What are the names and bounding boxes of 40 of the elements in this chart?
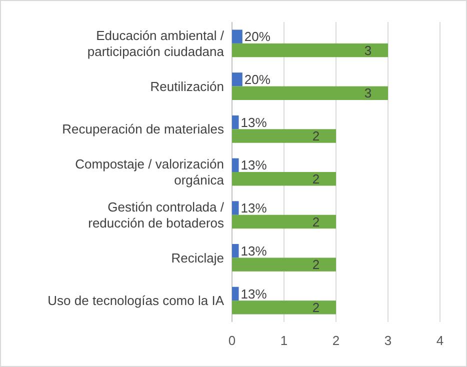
bar [232, 286, 239, 301]
bar [232, 201, 239, 215]
data-label: 2 [312, 128, 320, 144]
y-tick-label: Compostaje / valorización orgánica [75, 156, 225, 188]
data-label: 13% [240, 114, 268, 130]
bar [232, 86, 388, 100]
data-label: 2 [312, 300, 320, 315]
data-label: 3 [364, 42, 372, 58]
data-label: 13% [240, 286, 268, 302]
bar [232, 172, 336, 186]
x-tick-label: 2 [332, 333, 340, 348]
data-label: 20% [244, 29, 271, 44]
bar [232, 30, 242, 44]
y-tick-label: Reciclaje [171, 250, 224, 266]
data-label: 2 [312, 257, 320, 272]
bar [232, 258, 336, 272]
x-tick-label: 1 [280, 333, 288, 348]
y-tick-label: Reutilización [150, 78, 224, 94]
y-tick-label: Uso de tecnologías como la IA [48, 293, 224, 308]
y-tick-label: Educación ambiental / participación ciudadana [87, 28, 225, 59]
x-tick-label: 0 [228, 333, 236, 348]
data-label: 2 [312, 171, 320, 186]
data-label: 13% [240, 243, 268, 258]
y-tick-label: Gestión controlada / reducción de botaderos [88, 199, 224, 230]
data-label: 2 [312, 214, 320, 230]
bar [232, 300, 336, 314]
data-label: 20% [244, 72, 271, 87]
x-tick-label: 3 [384, 333, 392, 348]
bar [232, 72, 242, 86]
bar [232, 244, 239, 258]
data-label: 13% [240, 158, 268, 173]
bar [232, 129, 336, 143]
data-label: 3 [364, 86, 372, 101]
bar [232, 43, 388, 58]
data-label: 13% [240, 200, 268, 216]
bar [232, 214, 336, 229]
bar [232, 115, 239, 130]
y-tick-label: Recuperación de materiales [62, 122, 224, 137]
x-tick-label: 4 [436, 333, 444, 348]
bar [232, 158, 239, 172]
